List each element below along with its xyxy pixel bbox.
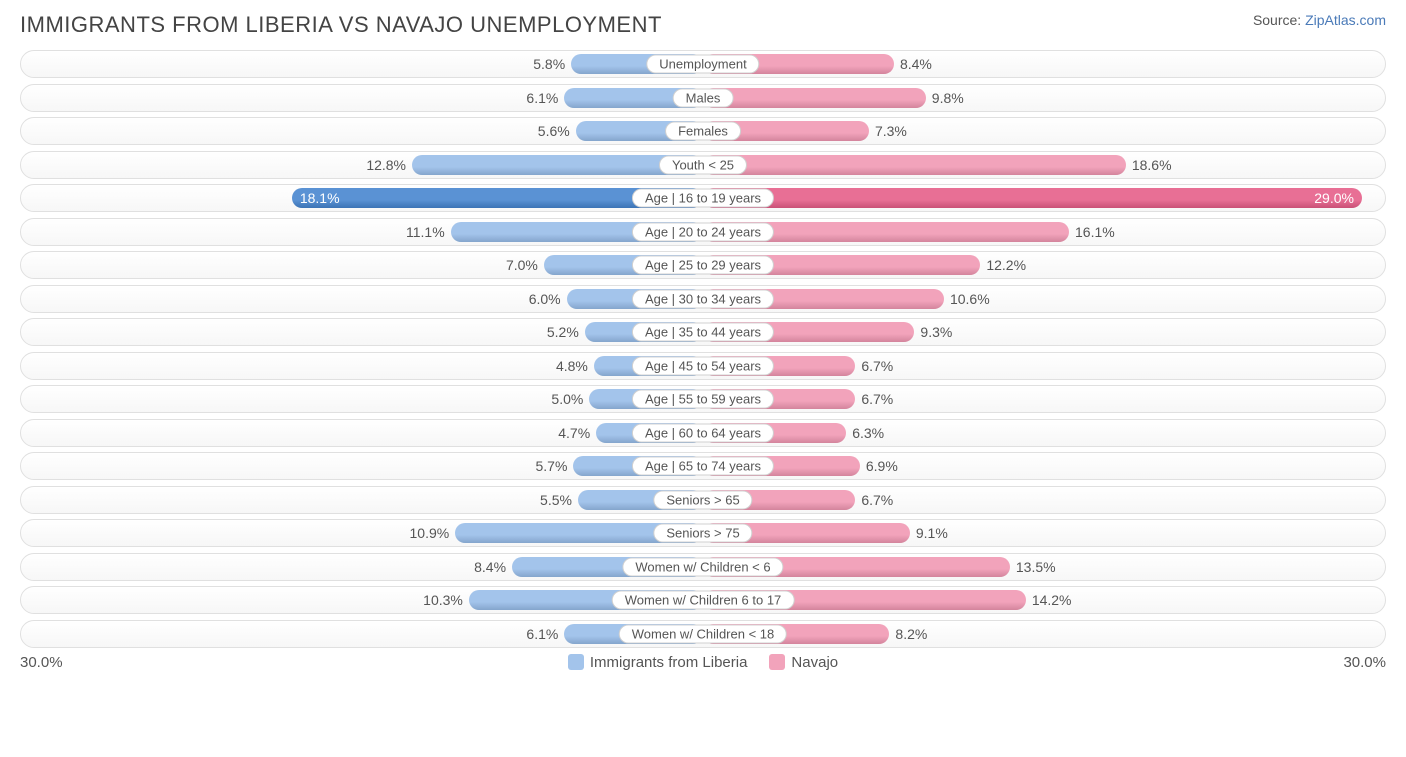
legend-item-right: Navajo (769, 654, 838, 671)
value-left: 4.7% (558, 425, 590, 441)
chart-row: 11.1% 16.1% Age | 20 to 24 years (20, 218, 1386, 246)
chart-row: 6.0% 10.6% Age | 30 to 34 years (20, 285, 1386, 313)
diverging-bar-chart: 5.8% 8.4% Unemployment 6.1% 9.8% Males 5.6% 7.3… (20, 50, 1386, 648)
chart-row: 6.1% 8.2% Women w/ Children < 18 (20, 620, 1386, 648)
chart-footer: 30.0% Immigrants from Liberia Navajo 30.… (20, 654, 1386, 671)
value-left: 11.1% (406, 224, 445, 240)
category-label: Age | 45 to 54 years (632, 356, 774, 375)
value-left: 12.8% (366, 157, 406, 173)
category-label: Age | 20 to 24 years (632, 222, 774, 241)
legend-label-right: Navajo (791, 654, 838, 671)
chart-row: 7.0% 12.2% Age | 25 to 29 years (20, 251, 1386, 279)
category-label: Unemployment (646, 55, 759, 74)
category-label: Age | 65 to 74 years (632, 457, 774, 476)
value-left: 6.1% (526, 90, 558, 106)
bar-right (703, 188, 1362, 208)
value-left: 5.7% (536, 458, 568, 474)
value-right: 10.6% (950, 291, 990, 307)
value-right: 6.3% (852, 425, 884, 441)
category-label: Age | 60 to 64 years (632, 423, 774, 442)
value-right: 6.7% (861, 391, 893, 407)
category-label: Seniors > 65 (653, 490, 752, 509)
value-right: 29.0% (1314, 190, 1354, 206)
value-left: 5.8% (533, 56, 565, 72)
category-label: Males (673, 88, 734, 107)
value-right: 8.4% (900, 56, 932, 72)
value-left: 5.6% (538, 123, 570, 139)
category-label: Women w/ Children 6 to 17 (612, 591, 795, 610)
value-left: 4.8% (556, 358, 588, 374)
chart-row: 18.1% 29.0% Age | 16 to 19 years (20, 184, 1386, 212)
chart-row: 4.8% 6.7% Age | 45 to 54 years (20, 352, 1386, 380)
value-right: 7.3% (875, 123, 907, 139)
legend-item-left: Immigrants from Liberia (568, 654, 748, 671)
chart-row: 5.8% 8.4% Unemployment (20, 50, 1386, 78)
value-right: 9.8% (932, 90, 964, 106)
legend-label-left: Immigrants from Liberia (590, 654, 748, 671)
axis-right-max: 30.0% (1343, 654, 1386, 671)
chart-row: 8.4% 13.5% Women w/ Children < 6 (20, 553, 1386, 581)
value-right: 9.1% (916, 525, 948, 541)
value-right: 14.2% (1032, 592, 1072, 608)
value-right: 6.7% (861, 358, 893, 374)
value-left: 5.5% (540, 492, 572, 508)
value-left: 10.3% (423, 592, 463, 608)
category-label: Females (665, 122, 741, 141)
value-right: 13.5% (1016, 559, 1056, 575)
value-left: 8.4% (474, 559, 506, 575)
bar-right (703, 155, 1126, 175)
value-left: 7.0% (506, 257, 538, 273)
category-label: Women w/ Children < 6 (622, 557, 783, 576)
value-right: 16.1% (1075, 224, 1115, 240)
legend-swatch-right (769, 654, 785, 670)
category-label: Women w/ Children < 18 (619, 624, 787, 643)
chart-row: 10.3% 14.2% Women w/ Children 6 to 17 (20, 586, 1386, 614)
chart-row: 6.1% 9.8% Males (20, 84, 1386, 112)
chart-row: 10.9% 9.1% Seniors > 75 (20, 519, 1386, 547)
legend: Immigrants from Liberia Navajo (568, 654, 838, 671)
category-label: Seniors > 75 (653, 524, 752, 543)
value-left: 10.9% (410, 525, 450, 541)
chart-row: 5.5% 6.7% Seniors > 65 (20, 486, 1386, 514)
chart-header: IMMIGRANTS FROM LIBERIA VS NAVAJO UNEMPL… (20, 12, 1386, 38)
value-left: 5.0% (551, 391, 583, 407)
chart-row: 5.2% 9.3% Age | 35 to 44 years (20, 318, 1386, 346)
value-left: 5.2% (547, 324, 579, 340)
chart-row: 5.0% 6.7% Age | 55 to 59 years (20, 385, 1386, 413)
category-label: Age | 55 to 59 years (632, 390, 774, 409)
value-right: 6.7% (861, 492, 893, 508)
value-left: 6.0% (529, 291, 561, 307)
category-label: Age | 16 to 19 years (632, 189, 774, 208)
axis-left-max: 30.0% (20, 654, 63, 671)
chart-row: 5.7% 6.9% Age | 65 to 74 years (20, 452, 1386, 480)
chart-title: IMMIGRANTS FROM LIBERIA VS NAVAJO UNEMPL… (20, 12, 662, 38)
value-right: 6.9% (866, 458, 898, 474)
value-left: 18.1% (300, 190, 340, 206)
category-label: Age | 30 to 34 years (632, 289, 774, 308)
value-right: 9.3% (920, 324, 952, 340)
chart-row: 5.6% 7.3% Females (20, 117, 1386, 145)
legend-swatch-left (568, 654, 584, 670)
source-prefix: Source: (1253, 12, 1305, 28)
value-right: 12.2% (986, 257, 1026, 273)
bar-right (703, 88, 926, 108)
value-left: 6.1% (526, 626, 558, 642)
source-link[interactable]: ZipAtlas.com (1305, 12, 1386, 28)
category-label: Youth < 25 (659, 155, 747, 174)
value-right: 18.6% (1132, 157, 1172, 173)
chart-row: 12.8% 18.6% Youth < 25 (20, 151, 1386, 179)
chart-row: 4.7% 6.3% Age | 60 to 64 years (20, 419, 1386, 447)
chart-source: Source: ZipAtlas.com (1253, 12, 1386, 28)
category-label: Age | 35 to 44 years (632, 323, 774, 342)
value-right: 8.2% (895, 626, 927, 642)
category-label: Age | 25 to 29 years (632, 256, 774, 275)
